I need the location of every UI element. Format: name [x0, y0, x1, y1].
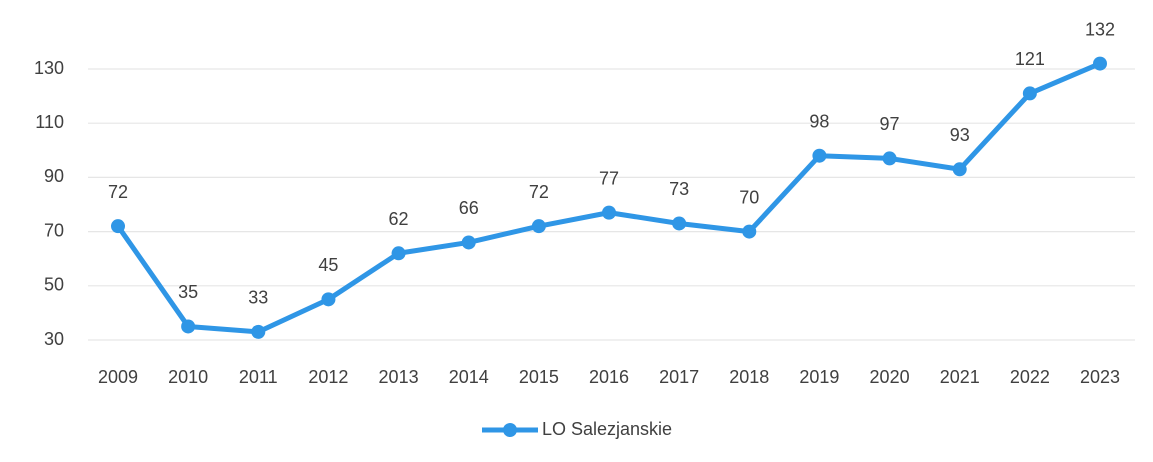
x-tick-label: 2018: [729, 367, 769, 387]
data-label: 77: [599, 168, 619, 188]
data-point: [812, 148, 827, 163]
data-label: 73: [669, 179, 689, 199]
data-point: [391, 246, 406, 261]
x-tick-label: 2011: [239, 367, 278, 387]
legend-marker: [503, 423, 517, 437]
data-label: 121: [1015, 49, 1045, 69]
legend-label: LO Salezjanskie: [542, 419, 672, 439]
data-point: [882, 151, 897, 166]
data-label: 97: [880, 114, 900, 134]
data-point: [251, 324, 266, 339]
x-tick-label: 2013: [379, 367, 419, 387]
x-tick-label: 2023: [1080, 367, 1120, 387]
y-tick-label: 70: [44, 220, 64, 240]
data-label: 72: [108, 182, 128, 202]
data-point: [181, 319, 196, 334]
data-label: 66: [459, 198, 479, 218]
data-label: 72: [529, 182, 549, 202]
x-tick-label: 2009: [98, 367, 138, 387]
x-tick-label: 2015: [519, 367, 559, 387]
y-tick-label: 50: [44, 275, 64, 295]
x-tick-label: 2016: [589, 367, 629, 387]
data-point: [952, 162, 967, 177]
y-tick-label: 30: [44, 329, 64, 349]
data-point: [672, 216, 687, 231]
data-label: 62: [389, 209, 409, 229]
data-label: 70: [739, 187, 759, 207]
x-tick-label: 2019: [799, 367, 839, 387]
data-point: [111, 219, 125, 234]
x-tick-label: 2012: [308, 367, 348, 387]
data-label: 35: [178, 282, 198, 302]
data-label: 98: [809, 111, 829, 131]
x-tick-label: 2017: [659, 367, 699, 387]
data-point: [461, 235, 476, 250]
data-point: [602, 205, 616, 220]
y-tick-label: 90: [44, 166, 64, 186]
data-point: [1093, 56, 1107, 71]
data-point: [1022, 86, 1037, 101]
data-point: [742, 224, 757, 239]
y-tick-label: 130: [34, 58, 64, 78]
data-label: 132: [1085, 19, 1115, 39]
data-label: 93: [950, 125, 970, 145]
x-tick-label: 2022: [1010, 367, 1050, 387]
x-tick-label: 2010: [168, 367, 208, 387]
x-tick-label: 2014: [449, 367, 489, 387]
data-label: 33: [248, 288, 268, 308]
data-point: [321, 292, 336, 307]
x-tick-label: 2021: [940, 367, 980, 387]
y-tick-label: 110: [35, 112, 64, 132]
data-label: 45: [318, 255, 338, 275]
data-point: [531, 219, 546, 234]
x-tick-label: 2020: [870, 367, 910, 387]
